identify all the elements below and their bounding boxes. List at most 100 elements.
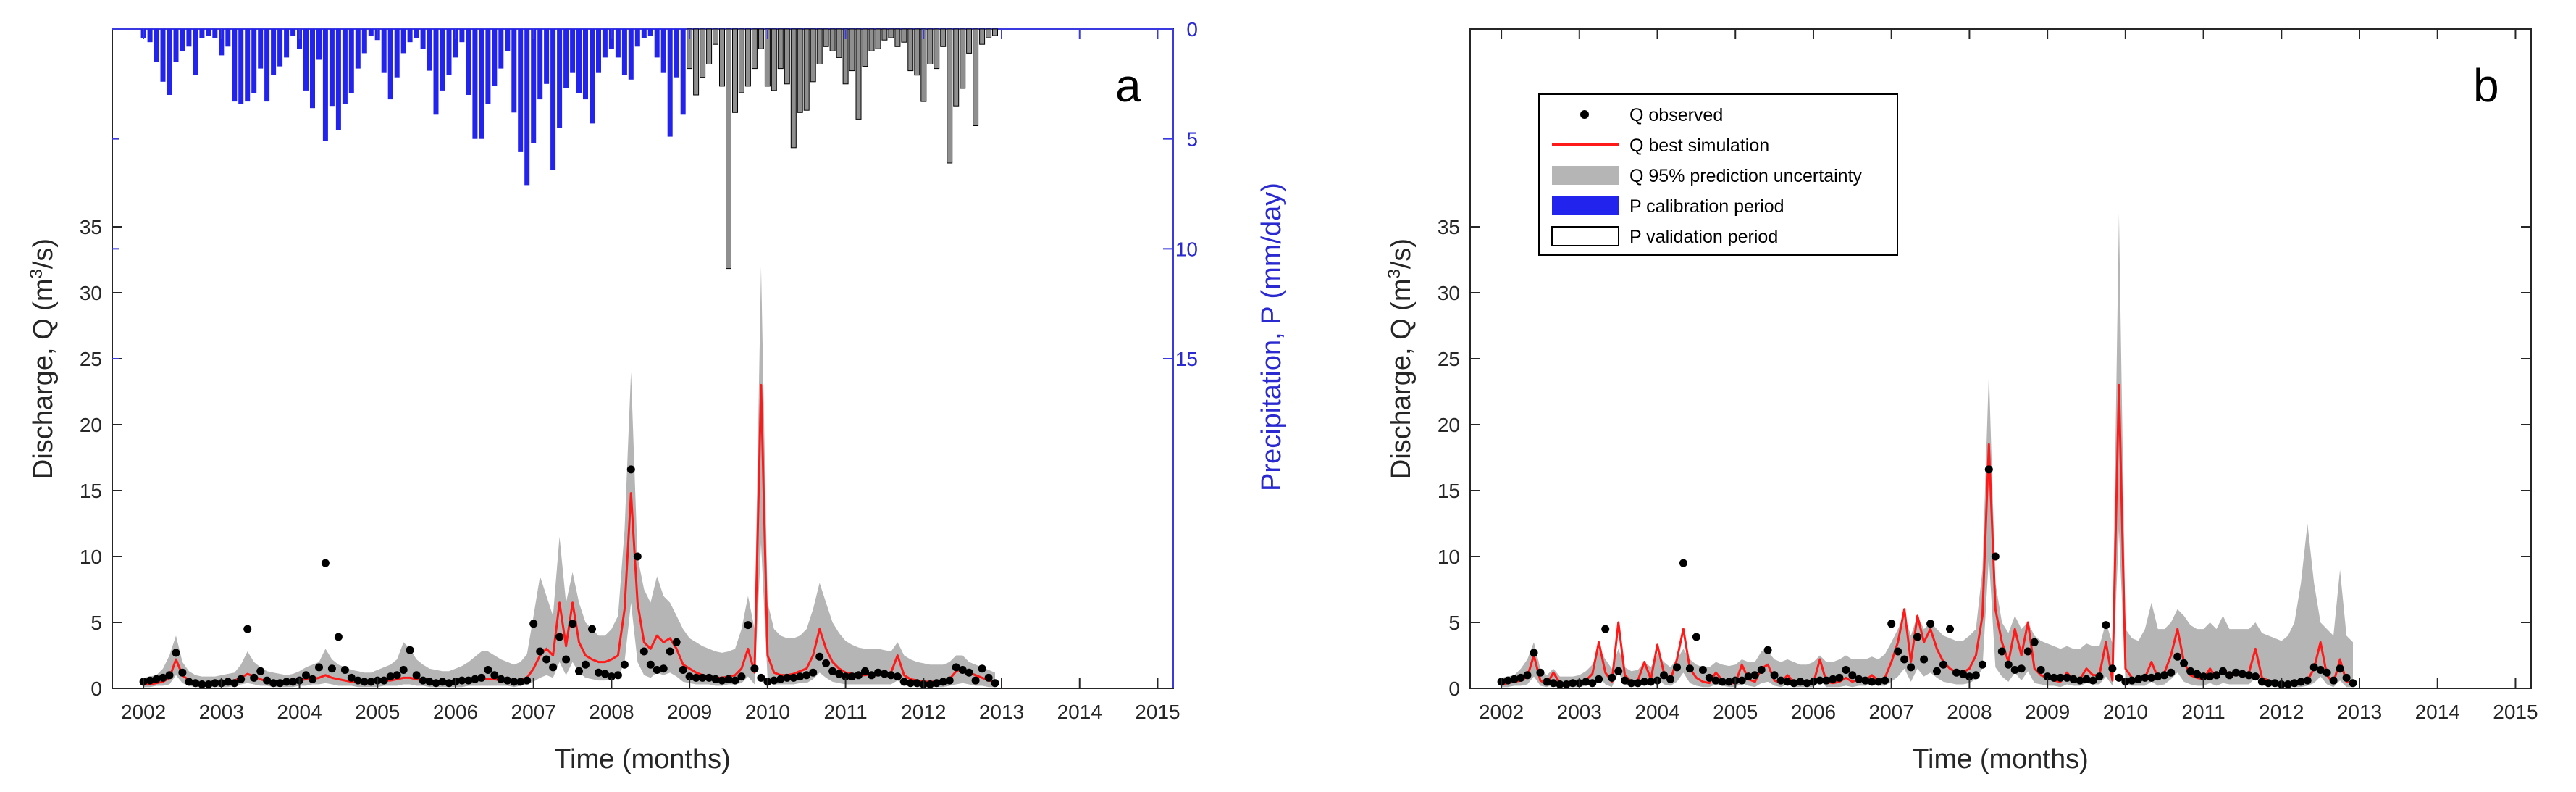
observed-point: [2232, 668, 2240, 677]
precipitation-bar: [803, 28, 810, 111]
precipitation-bar: [433, 29, 439, 115]
precipitation-bar: [849, 28, 855, 72]
observed-point: [2180, 659, 2189, 667]
precipitation-bar: [303, 29, 309, 91]
observed-point: [204, 680, 213, 688]
observed-point: [2004, 660, 2013, 669]
observed-point: [1536, 668, 1545, 677]
observed-point: [1842, 666, 1850, 674]
precipitation-bar: [960, 28, 966, 89]
observed-point: [1978, 660, 1986, 669]
x-tick-label: 2011: [2181, 701, 2225, 723]
observed-point: [835, 670, 844, 678]
x-tick-label: 2008: [589, 701, 634, 723]
observed-point: [327, 664, 336, 673]
precipitation-bar: [284, 29, 290, 58]
y-tick-label: 0: [1448, 678, 1460, 700]
observed-point: [2167, 668, 2176, 677]
precipitation-bar: [180, 29, 185, 51]
observed-point: [607, 672, 616, 681]
observed-point: [2147, 673, 2156, 682]
observed-point: [2219, 667, 2227, 675]
precipitation-bar: [505, 29, 511, 51]
observed-point: [822, 659, 831, 667]
observed-point: [646, 660, 655, 669]
legend-p-calibration-label: P calibration period: [1629, 196, 1784, 217]
panel-a-y2-label: Precipitation, P (mm/day): [1256, 183, 1287, 491]
observed-point: [1900, 655, 1909, 664]
precipitation-bar: [713, 28, 718, 45]
precipitation-bar: [563, 29, 569, 88]
observed-point: [575, 667, 583, 675]
observed-point: [659, 664, 668, 673]
legend-uncertainty-label: Q 95% prediction uncertainty: [1629, 166, 1863, 186]
observed-point: [1971, 671, 1980, 680]
precipitation-bar: [472, 29, 478, 139]
observed-point: [626, 465, 635, 474]
precipitation-bar: [901, 28, 907, 43]
y-tick-label: 20: [1438, 414, 1460, 436]
precipitation-bar: [751, 28, 758, 70]
precipitation-bar: [193, 29, 198, 75]
observed-point: [595, 668, 603, 677]
legend-simulation-label: Q best simulation: [1629, 136, 1769, 156]
observed-point: [789, 673, 798, 682]
x-tick-label: 2006: [433, 701, 478, 723]
x-tick-label: 2012: [901, 701, 946, 723]
observed-point: [2095, 672, 2104, 681]
precipitation-bar: [726, 28, 731, 270]
panel-a-precip-ticks: 0 5 10 15: [112, 18, 1198, 370]
precipitation-bar: [394, 29, 400, 78]
legend: Q observed Q best simulation Q 95% predi…: [1538, 93, 1898, 256]
panel-b-y-label-tail: /s): [1386, 238, 1417, 269]
precipitation-bar: [342, 29, 348, 104]
observed-point: [2206, 672, 2215, 681]
x-tick-label: 2015: [2493, 701, 2538, 723]
observed-point: [399, 666, 408, 674]
observed-point: [2030, 638, 2039, 646]
observed-point: [952, 663, 960, 672]
observed-point: [633, 552, 642, 561]
observed-point: [2089, 676, 2097, 685]
precipitation-bar: [329, 29, 335, 107]
observed-point: [1614, 667, 1623, 675]
x-tick-label: 2013: [2337, 701, 2382, 723]
y-tick-label: 15: [80, 480, 102, 502]
panel-a-y-label-sup: 3: [27, 269, 46, 278]
observed-point: [2349, 679, 2357, 688]
observed-point: [620, 660, 629, 669]
observed-point: [1946, 625, 1954, 633]
observed-point: [1698, 666, 1707, 674]
observed-point: [698, 673, 707, 682]
observed-point: [198, 680, 206, 688]
panel-a-y-ticks: 0 5 10 15 20 25 30 35: [80, 216, 122, 700]
observed-point: [744, 621, 752, 630]
panel-a: 2002 2003 2004 2005 2006 2007 2008 2009 2010 2011…: [27, 18, 1287, 775]
observed-point: [666, 647, 674, 656]
observed-point: [1803, 679, 1811, 688]
observed-point: [1685, 664, 1694, 673]
observed-point: [2329, 676, 2338, 685]
observed-point: [1595, 675, 1603, 683]
observed-point: [2199, 672, 2208, 681]
observed-point: [1556, 680, 1564, 688]
observed-point: [191, 679, 200, 688]
legend-observed-label: Q observed: [1629, 105, 1723, 125]
observed-point: [1952, 668, 1960, 677]
panel-a-uncertainty-band: [143, 266, 996, 688]
observed-point: [2108, 664, 2117, 673]
precipitation-bar: [420, 29, 426, 49]
precipitation-bar: [264, 29, 270, 102]
observed-point: [2270, 679, 2279, 688]
precipitation-bar: [875, 28, 881, 49]
observed-point: [1744, 672, 1753, 681]
x-tick-label: 2012: [2259, 701, 2304, 723]
observed-point: [2076, 676, 2084, 685]
precipitation-bar: [868, 28, 875, 51]
precipitation-bar: [940, 28, 947, 47]
panel-b-x-ticks: 2002 2003 2004 2005 2006 2007 2008 2009 2010 2011…: [1479, 29, 2538, 723]
observed-point: [516, 678, 525, 686]
precipitation-bar: [348, 29, 354, 93]
observed-point: [2050, 673, 2058, 682]
precipitation-bar: [680, 29, 686, 115]
